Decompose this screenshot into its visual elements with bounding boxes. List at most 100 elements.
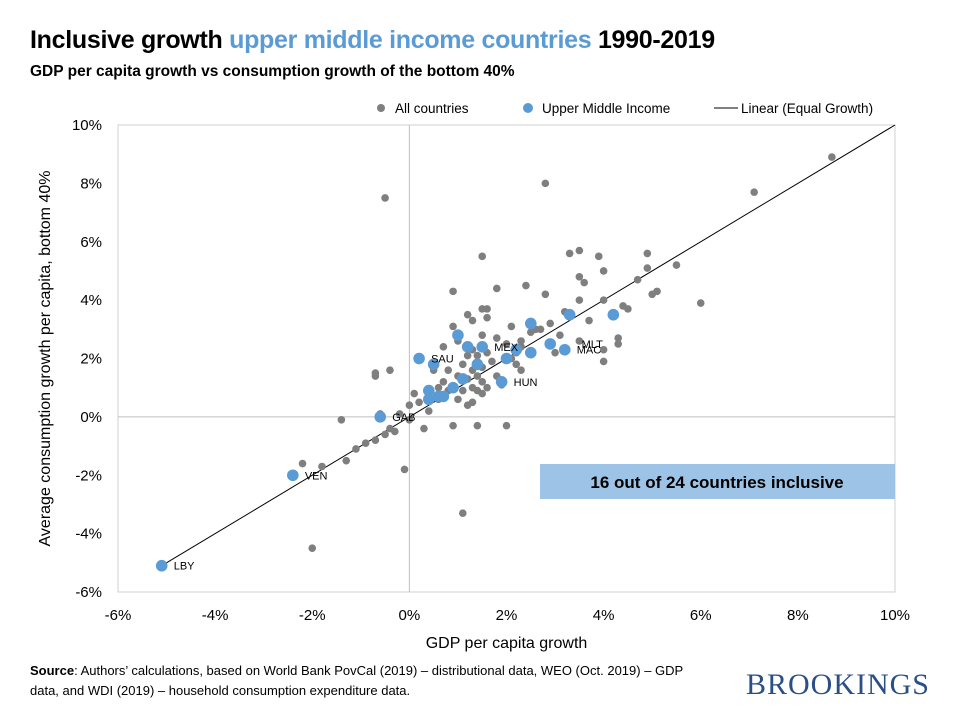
all-countries-point [478,305,487,313]
upper-middle-income-point [524,317,537,330]
all-countries-point [478,331,487,339]
upper-middle-income-point [423,384,435,397]
source-note: Source: Authors’ calculations, based on … [30,661,710,701]
x-tick-label: 2% [496,607,518,624]
all-countries-point [473,421,482,430]
upper-middle-income-point [500,352,513,365]
country-label-mex: MEX [494,342,519,354]
all-countries-point [619,302,627,310]
all-countries-point [449,287,457,296]
all-countries-point [599,296,608,304]
country-label-hun: HUN [514,377,538,389]
legend-all-countries-label: All countries [395,101,469,116]
x-tick-label: 0% [399,607,421,624]
all-countries-point [463,351,472,360]
upper-middle-income-point [544,338,557,350]
all-countries-point [672,261,681,269]
country-label-mac: MAC [577,345,602,357]
upper-middle-income-point [510,343,523,356]
callout-background [540,464,895,499]
country-label-mlt: MLT [582,339,603,351]
x-tick-label: 8% [787,607,809,624]
source-label: Source [30,663,75,678]
title-part-1: Inclusive growth [30,26,230,54]
upper-middle-income-point [447,381,459,394]
upper-middle-income-point [461,341,474,353]
upper-middle-income-point [413,352,425,365]
legend-all-countries-marker [377,104,385,112]
x-tick-label: -6% [105,607,132,624]
all-countries-point [575,246,584,255]
all-countries-point [643,264,652,272]
upper-middle-income-point [423,393,435,406]
all-countries-point [483,313,491,322]
all-countries-point [454,395,462,404]
all-countries-point [492,334,501,342]
all-countries-point [478,378,487,386]
country-label-sau: SAU [431,354,454,366]
all-countries-point [473,372,482,380]
all-countries-point [458,386,467,395]
all-countries-point [381,430,389,439]
x-tick-label: 6% [690,607,712,624]
all-countries-point [696,299,705,307]
x-tick-label: 10% [880,607,910,624]
all-countries-point [541,290,550,299]
all-countries-point [507,322,516,331]
all-countries-point [551,348,559,357]
data-marks [155,124,896,572]
all-countries-point [395,410,404,418]
all-countries-point [546,319,555,328]
upper-middle-income-point [476,341,489,353]
all-countries-point [599,267,608,275]
upper-middle-income-point [607,308,620,321]
all-countries-point [439,343,448,351]
brand-logo: BROOKINGS [745,668,930,701]
upper-middle-income-point [374,411,387,423]
all-countries-point [420,424,428,433]
y-tick-label: -2% [75,467,102,484]
legend-upper-middle-income-marker [523,103,533,113]
all-countries-point [483,383,491,392]
all-countries-point [458,509,467,517]
all-countries-point [415,398,423,407]
all-countries-point [828,153,836,161]
all-countries-point [488,357,496,366]
all-countries-point [565,249,574,258]
all-countries-point [449,421,457,430]
all-countries-point [381,194,389,202]
all-countries-point [575,272,584,281]
all-countries-point [585,316,593,325]
all-countries-point [517,337,525,345]
legend-equal-growth-label: Linear (Equal Growth) [741,101,873,116]
callout-text: 16 out of 24 countries inclusive [590,473,843,492]
all-countries-point [410,389,419,398]
all-countries-point [502,421,511,430]
all-countries-point [425,407,433,415]
equal-growth-line [161,124,896,567]
all-countries-point [512,360,521,369]
all-countries-point [526,328,535,337]
all-countries-point [473,351,482,360]
all-countries-point [318,462,326,471]
all-countries-point [439,378,448,386]
all-countries-point [405,415,414,424]
upper-middle-income-point [432,390,445,403]
callout-box: 16 out of 24 countries inclusive [540,464,895,499]
x-tick-label: -4% [202,607,229,624]
all-countries-point [594,252,603,261]
upper-middle-income-point [456,373,469,385]
y-tick-label: 10% [72,117,102,134]
all-countries-point [405,401,414,410]
chart-subtitle: GDP per capita growth vs consumption gro… [30,63,515,80]
upper-middle-income-point [563,308,576,321]
all-countries-point [361,439,370,447]
all-countries-point [371,436,380,445]
all-countries-point [308,544,317,553]
country-label-ven: VEN [305,470,328,482]
all-countries-point [434,383,443,392]
all-countries-point [750,188,758,196]
all-countries-point [468,316,477,325]
title-part-2: 1990-2019 [591,26,715,54]
